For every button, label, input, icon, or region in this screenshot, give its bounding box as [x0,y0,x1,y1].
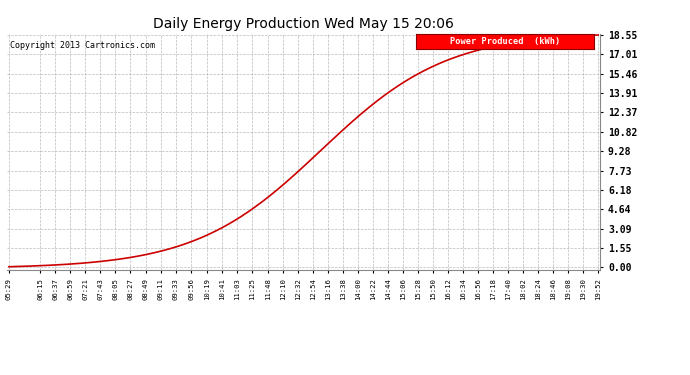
Title: Daily Energy Production Wed May 15 20:06: Daily Energy Production Wed May 15 20:06 [153,17,454,31]
Text: Copyright 2013 Cartronics.com: Copyright 2013 Cartronics.com [10,41,155,50]
